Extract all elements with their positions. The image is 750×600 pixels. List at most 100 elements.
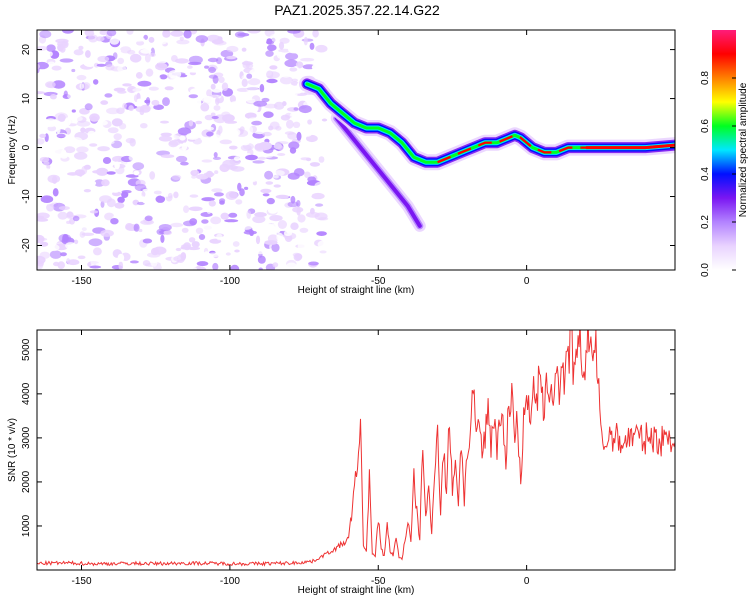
chart-title: PAZ1.2025.357.22.14.G22 <box>274 2 440 18</box>
noise-blob <box>107 127 119 134</box>
noise-blob <box>306 235 315 241</box>
noise-blob <box>180 96 195 104</box>
noise-blob <box>318 217 329 221</box>
noise-blob <box>85 50 91 58</box>
noise-blob <box>142 260 151 267</box>
noise-blob <box>128 105 134 112</box>
noise-blob <box>81 232 95 236</box>
noise-blob <box>84 30 95 37</box>
noise-blob <box>81 165 88 175</box>
noise-blob <box>290 195 296 204</box>
noise-blob <box>60 252 67 257</box>
noise-blob <box>37 218 49 222</box>
noise-blob <box>177 148 187 156</box>
noise-blob <box>210 134 221 140</box>
noise-blob <box>160 260 172 269</box>
noise-blob <box>154 75 161 84</box>
noise-blob <box>97 55 110 63</box>
noise-blob <box>235 199 243 205</box>
colorbar-fill <box>712 30 736 270</box>
noise-blob <box>292 206 304 213</box>
x-tick-label: -150 <box>72 276 92 287</box>
noise-blob <box>254 249 267 255</box>
noise-blob <box>224 120 238 124</box>
noise-blob <box>118 261 124 270</box>
noise-blob <box>226 45 239 53</box>
noise-blob <box>160 132 172 137</box>
noise-blob <box>89 265 102 269</box>
noise-blob <box>188 120 194 127</box>
noise-blob <box>115 48 121 53</box>
noise-blob <box>305 157 312 162</box>
noise-blob <box>144 99 151 104</box>
noise-blob <box>189 71 196 76</box>
noise-blob <box>316 231 327 237</box>
noise-blob <box>96 63 107 67</box>
noise-blob <box>309 152 320 161</box>
noise-blob <box>207 57 219 63</box>
noise-blob <box>44 118 58 128</box>
noise-blob <box>89 143 98 147</box>
noise-blob <box>74 116 83 121</box>
noise-blob <box>226 55 237 60</box>
noise-blob <box>275 194 289 199</box>
noise-blob <box>219 139 232 145</box>
noise-blob <box>78 45 84 51</box>
spectrogram-y-label: Frequency (Hz) <box>7 116 18 185</box>
noise-blob <box>237 182 242 192</box>
noise-blob <box>89 113 100 122</box>
colorbar-tick-label: 0.0 <box>700 263 711 277</box>
noise-blob <box>114 161 120 170</box>
noise-blob <box>81 218 88 222</box>
noise-blob <box>43 161 50 166</box>
noise-blob <box>237 32 250 37</box>
noise-blob <box>210 216 222 225</box>
spectrogram-x-label: Height of straight line (km) <box>298 285 415 296</box>
noise-blob <box>170 129 176 133</box>
noise-blob <box>63 90 68 98</box>
noise-blob <box>296 131 302 141</box>
noise-blob <box>95 48 103 58</box>
noise-blob <box>83 189 91 193</box>
noise-blob <box>211 115 219 120</box>
noise-blob <box>120 46 132 54</box>
noise-blob <box>169 82 175 86</box>
noise-blob <box>66 91 77 99</box>
noise-blob <box>100 100 109 105</box>
noise-blob <box>142 238 153 244</box>
noise-blob <box>125 223 134 230</box>
noise-blob <box>160 154 175 159</box>
noise-blob <box>288 93 298 97</box>
noise-blob <box>181 46 188 55</box>
noise-blob <box>102 240 114 247</box>
noise-blob <box>233 156 241 161</box>
spectrogram-secondary-trace <box>330 112 426 232</box>
noise-blob <box>230 264 240 270</box>
noise-blob <box>262 131 272 137</box>
noise-blob <box>248 117 260 121</box>
noise-blob <box>244 186 249 190</box>
noise-blob <box>101 179 110 187</box>
noise-blob <box>163 230 172 236</box>
noise-blob <box>186 132 200 140</box>
noise-blob <box>257 255 266 264</box>
noise-blob <box>307 119 312 125</box>
noise-blob <box>38 207 42 214</box>
noise-blob <box>224 241 231 250</box>
y-tick-label: 0 <box>21 144 32 150</box>
noise-blob <box>306 134 318 143</box>
noise-blob <box>292 252 301 257</box>
noise-blob <box>262 193 270 197</box>
noise-blob <box>198 234 206 240</box>
noise-blob <box>201 219 209 224</box>
noise-blob <box>162 30 171 38</box>
noise-blob <box>239 151 245 158</box>
noise-blob <box>210 112 216 117</box>
noise-blob <box>137 201 145 206</box>
noise-blob <box>218 76 225 84</box>
noise-blob <box>267 207 278 214</box>
noise-blob <box>264 240 278 245</box>
noise-blob <box>110 218 119 225</box>
noise-blob <box>124 197 133 204</box>
